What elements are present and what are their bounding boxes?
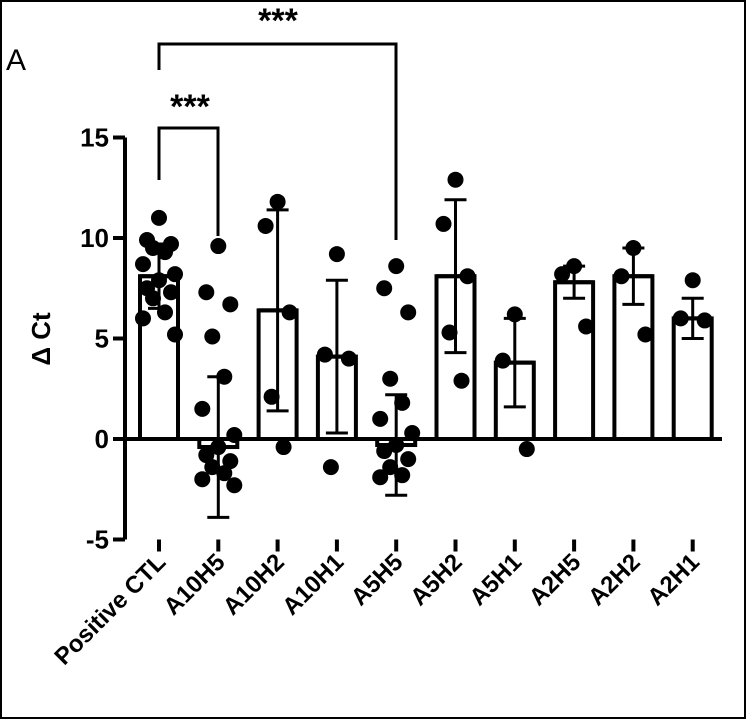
significance-label: ***: [258, 2, 298, 40]
data-point: [672, 310, 689, 327]
data-point: [151, 209, 167, 226]
data-point: [226, 477, 243, 494]
data-point: [400, 304, 417, 321]
data-point: [167, 266, 183, 283]
data-point: [453, 372, 470, 389]
data-point: [404, 424, 421, 441]
data-point: [388, 258, 405, 275]
data-point: [578, 318, 595, 335]
data-point: [257, 217, 274, 234]
data-point: [435, 215, 452, 232]
data-point: [210, 439, 227, 456]
data-point: [328, 246, 345, 263]
data-point: [198, 284, 215, 301]
y-tick-label: 0: [95, 424, 109, 454]
data-point: [222, 296, 239, 313]
data-point: [194, 471, 211, 488]
data-point: [376, 443, 393, 460]
data-point: [263, 388, 280, 405]
panel-label: A: [6, 44, 26, 77]
data-point: [340, 350, 357, 367]
data-point: [447, 171, 464, 188]
data-point: [388, 437, 405, 454]
data-point: [316, 346, 333, 363]
data-point: [275, 439, 292, 456]
data-point: [163, 284, 179, 301]
data-point: [157, 244, 173, 261]
data-point: [506, 306, 523, 323]
data-point: [382, 370, 399, 387]
data-point: [210, 238, 227, 255]
data-point: [494, 352, 511, 369]
data-point: [441, 324, 458, 341]
data-point: [216, 368, 233, 385]
data-point: [135, 310, 151, 327]
significance-label: ***: [170, 88, 210, 126]
data-point: [684, 272, 701, 289]
y-tick-label: 5: [95, 324, 109, 354]
data-point: [518, 441, 535, 458]
data-point: [394, 467, 411, 484]
data-point: [269, 193, 286, 210]
data-point: [145, 290, 161, 307]
data-point: [198, 447, 215, 464]
data-point: [216, 465, 233, 482]
bar: [553, 280, 596, 441]
y-tick-label: -5: [86, 525, 109, 555]
data-point: [613, 268, 630, 285]
data-point: [566, 258, 583, 275]
data-point: [394, 394, 411, 411]
data-point: [625, 240, 642, 257]
data-point: [400, 451, 417, 468]
significance-bracket: [157, 42, 398, 240]
data-point: [382, 459, 399, 476]
data-point: [151, 272, 167, 289]
data-point: [204, 459, 221, 476]
data-point: [372, 469, 389, 486]
data-point: [145, 240, 161, 257]
data-point: [194, 400, 211, 417]
data-point: [554, 266, 571, 283]
data-point: [222, 453, 239, 470]
y-axis-label: Δ Ct: [26, 312, 56, 366]
data-point: [167, 326, 183, 343]
data-point: [459, 268, 476, 285]
data-point: [637, 326, 654, 343]
data-point: [281, 304, 298, 321]
data-point: [696, 312, 713, 329]
significance-bracket: [157, 126, 220, 236]
data-point: [204, 328, 221, 345]
data-point: [376, 280, 393, 297]
data-point: [135, 256, 151, 273]
y-tick-label: 10: [80, 223, 109, 253]
data-point: [322, 459, 339, 476]
data-point: [372, 410, 389, 427]
data-point: [157, 304, 173, 321]
y-tick-label: 15: [80, 123, 109, 153]
